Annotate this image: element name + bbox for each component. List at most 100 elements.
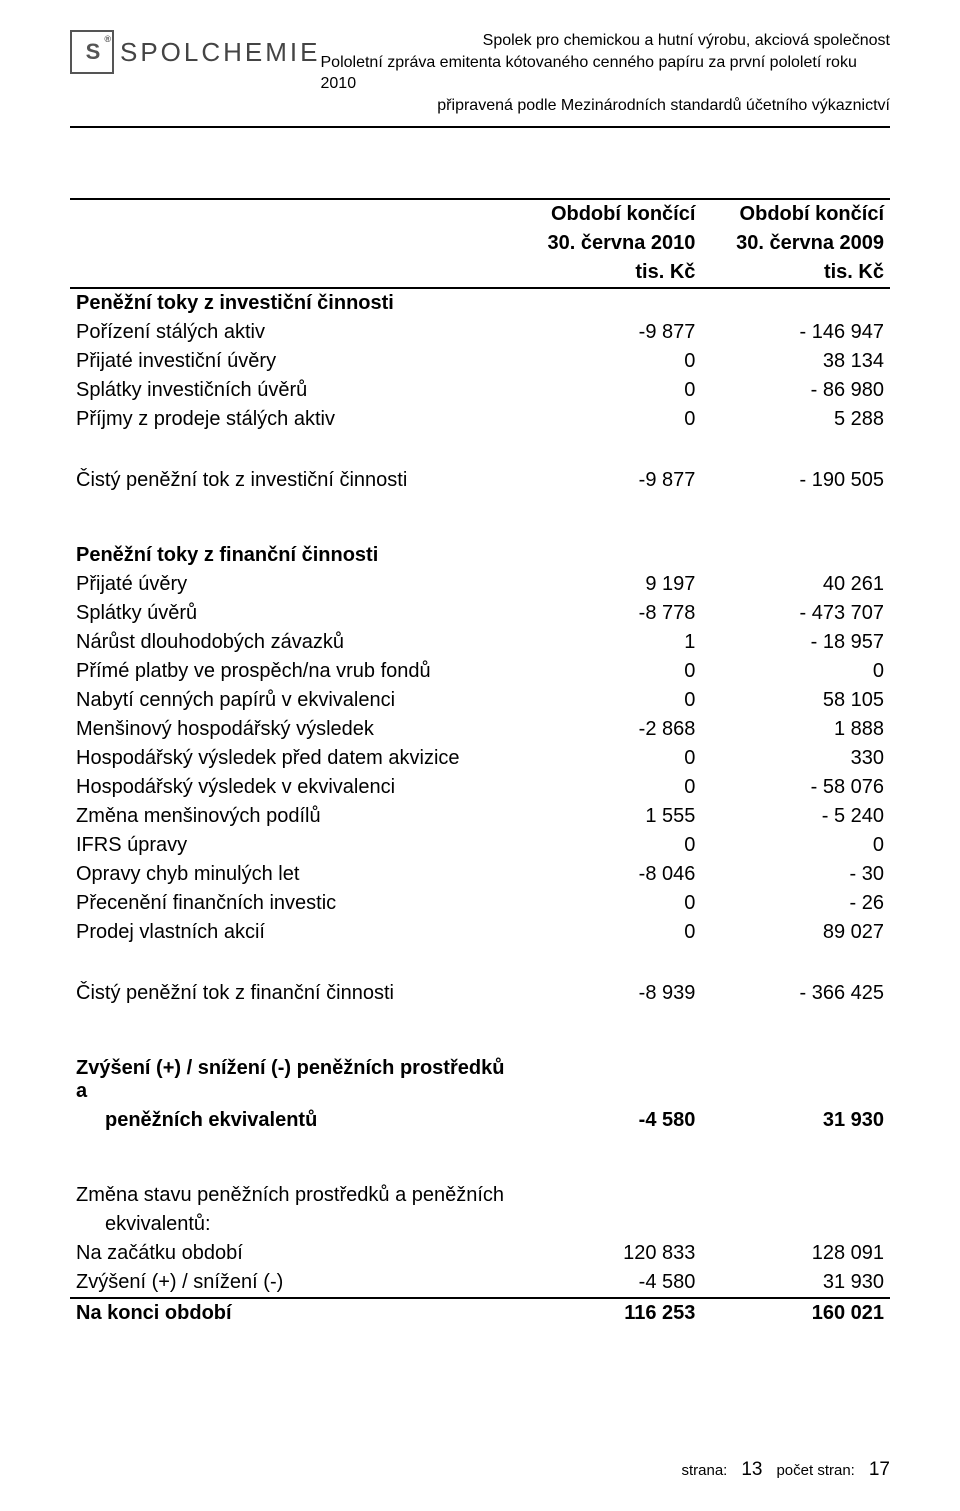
table-row-c2: 5 288 — [701, 405, 890, 434]
table-head-c2: Období končící — [701, 199, 890, 229]
table-row-c2: 40 261 — [701, 570, 890, 599]
table-row-c1: 0 — [513, 405, 702, 434]
table-row-label: Zvýšení (+) / snížení (-) — [70, 1268, 513, 1298]
table-row-c2: - 5 240 — [701, 802, 890, 831]
table-row-c2: 38 134 — [701, 347, 890, 376]
table-row-label: Na konci období — [70, 1298, 513, 1328]
table-row-label: Změna stavu peněžních prostředků a peněž… — [70, 1181, 513, 1210]
footer-total-label: počet stran: — [776, 1462, 854, 1479]
table-row-label: Opravy chyb minulých let — [70, 860, 513, 889]
table-head-c1: Období končící — [513, 199, 702, 229]
table-row-label: Čistý peněžní tok z finanční činnosti — [70, 979, 513, 1008]
table-row-label: Zvýšení (+) / snížení (-) peněžních pros… — [70, 1054, 513, 1106]
table-row-label: Přecenění finančních investic — [70, 889, 513, 918]
table-row-label: Změna menšinových podílů — [70, 802, 513, 831]
footer-page-label: strana: — [681, 1462, 727, 1479]
footer-total-pages: 17 — [869, 1459, 890, 1481]
table-row-label: Menšinový hospodářský výsledek — [70, 715, 513, 744]
table-row-label: Na začátku období — [70, 1239, 513, 1268]
table-row-c2: 31 930 — [701, 1268, 890, 1298]
table-row-c2: - 30 — [701, 860, 890, 889]
table-row-label: Peněžní toky z investiční činnosti — [70, 288, 513, 318]
table-row-c2: 89 027 — [701, 918, 890, 947]
table-row-c2: 1 888 — [701, 715, 890, 744]
table-row-label: Peněžní toky z finanční činnosti — [70, 541, 513, 570]
table-row-c2: 160 021 — [701, 1298, 890, 1328]
header-line-2: Pololetní zpráva emitenta kótovaného cen… — [321, 52, 891, 95]
table-row-c2 — [701, 541, 890, 570]
table-row-c1: 0 — [513, 889, 702, 918]
footer-page-number: 13 — [741, 1459, 762, 1481]
table-row-c1: 0 — [513, 686, 702, 715]
table-head-empty — [70, 229, 513, 258]
table-head-c2: 30. června 2009 — [701, 229, 890, 258]
table-row-c1: 1 — [513, 628, 702, 657]
table-row-c2: - 190 505 — [701, 466, 890, 495]
table-row-c1: -4 580 — [513, 1106, 702, 1135]
table-row-c1 — [513, 288, 702, 318]
table-head-empty — [70, 199, 513, 229]
table-row-c1: -4 580 — [513, 1268, 702, 1298]
table-row-c1: 9 197 — [513, 570, 702, 599]
table-row-label: Přímé platby ve prospěch/na vrub fondů — [70, 657, 513, 686]
cashflow-table: Období končícíObdobí končící30. června 2… — [70, 198, 890, 1328]
table-row-c2: - 86 980 — [701, 376, 890, 405]
table-row-label: Přijaté investiční úvěry — [70, 347, 513, 376]
table-row-c1: 1 555 — [513, 802, 702, 831]
table-row-c1: 116 253 — [513, 1298, 702, 1328]
table-row-label-cont: ekvivalentů: — [70, 1210, 513, 1239]
table-row-label: Splátky úvěrů — [70, 599, 513, 628]
table-head-c1: tis. Kč — [513, 258, 702, 288]
header-line-3: připravená podle Mezinárodních standardů… — [437, 95, 890, 117]
table-row-c1: 0 — [513, 831, 702, 860]
table-row-c1: -9 877 — [513, 318, 702, 347]
table-row-c1: -2 868 — [513, 715, 702, 744]
table-row-c2: - 18 957 — [701, 628, 890, 657]
table-row-c1: -9 877 — [513, 466, 702, 495]
table-row-label: Prodej vlastních akcií — [70, 918, 513, 947]
logo-mark-icon: S ® — [70, 30, 114, 74]
table-row-c1: -8 046 — [513, 860, 702, 889]
logo: S ® SPOLCHEMIE — [70, 30, 321, 74]
table-row-c1: 0 — [513, 773, 702, 802]
table-row-c2: 0 — [701, 831, 890, 860]
table-row-c2 — [701, 288, 890, 318]
table-row-c1: 0 — [513, 918, 702, 947]
table-row-label: Splátky investičních úvěrů — [70, 376, 513, 405]
page-header: S ® SPOLCHEMIE Spolek pro chemickou a hu… — [70, 30, 890, 116]
table-row-c2: 31 930 — [701, 1106, 890, 1135]
table-row-c2: - 146 947 — [701, 318, 890, 347]
table-row-label-cont: peněžních ekvivalentů — [70, 1106, 513, 1135]
table-row-c2: 128 091 — [701, 1239, 890, 1268]
table-row-c2: 58 105 — [701, 686, 890, 715]
logo-text: SPOLCHEMIE — [120, 37, 321, 68]
header-divider — [70, 126, 890, 128]
header-text-block: Spolek pro chemickou a hutní výrobu, akc… — [321, 30, 891, 116]
table-row-c2: 0 — [701, 657, 890, 686]
table-row-c1: -8 778 — [513, 599, 702, 628]
table-row-c1: 0 — [513, 347, 702, 376]
table-row-c2: - 473 707 — [701, 599, 890, 628]
table-row-c2: - 26 — [701, 889, 890, 918]
table-row-label: Přijaté úvěry — [70, 570, 513, 599]
page-footer: strana: 13 počet stran: 17 — [681, 1459, 890, 1481]
table-row-c1 — [513, 541, 702, 570]
table-head-empty — [70, 258, 513, 288]
table-head-c1: 30. června 2010 — [513, 229, 702, 258]
table-row-label: IFRS úpravy — [70, 831, 513, 860]
logo-initials: S — [86, 39, 99, 65]
table-row-c2: - 366 425 — [701, 979, 890, 1008]
table-head-c2: tis. Kč — [701, 258, 890, 288]
table-row-label: Příjmy z prodeje stálých aktiv — [70, 405, 513, 434]
table-row-label: Pořízení stálých aktiv — [70, 318, 513, 347]
table-row-c2: 330 — [701, 744, 890, 773]
table-row-c1: -8 939 — [513, 979, 702, 1008]
table-row-label: Hospodářský výsledek v ekvivalenci — [70, 773, 513, 802]
table-row-c2: - 58 076 — [701, 773, 890, 802]
table-row-c1: 0 — [513, 744, 702, 773]
table-row-label: Nabytí cenných papírů v ekvivalenci — [70, 686, 513, 715]
table-row-c1: 0 — [513, 376, 702, 405]
header-line-1: Spolek pro chemickou a hutní výrobu, akc… — [483, 30, 890, 52]
table-row-label: Čistý peněžní tok z investiční činnosti — [70, 466, 513, 495]
table-row-label: Hospodářský výsledek před datem akvizice — [70, 744, 513, 773]
